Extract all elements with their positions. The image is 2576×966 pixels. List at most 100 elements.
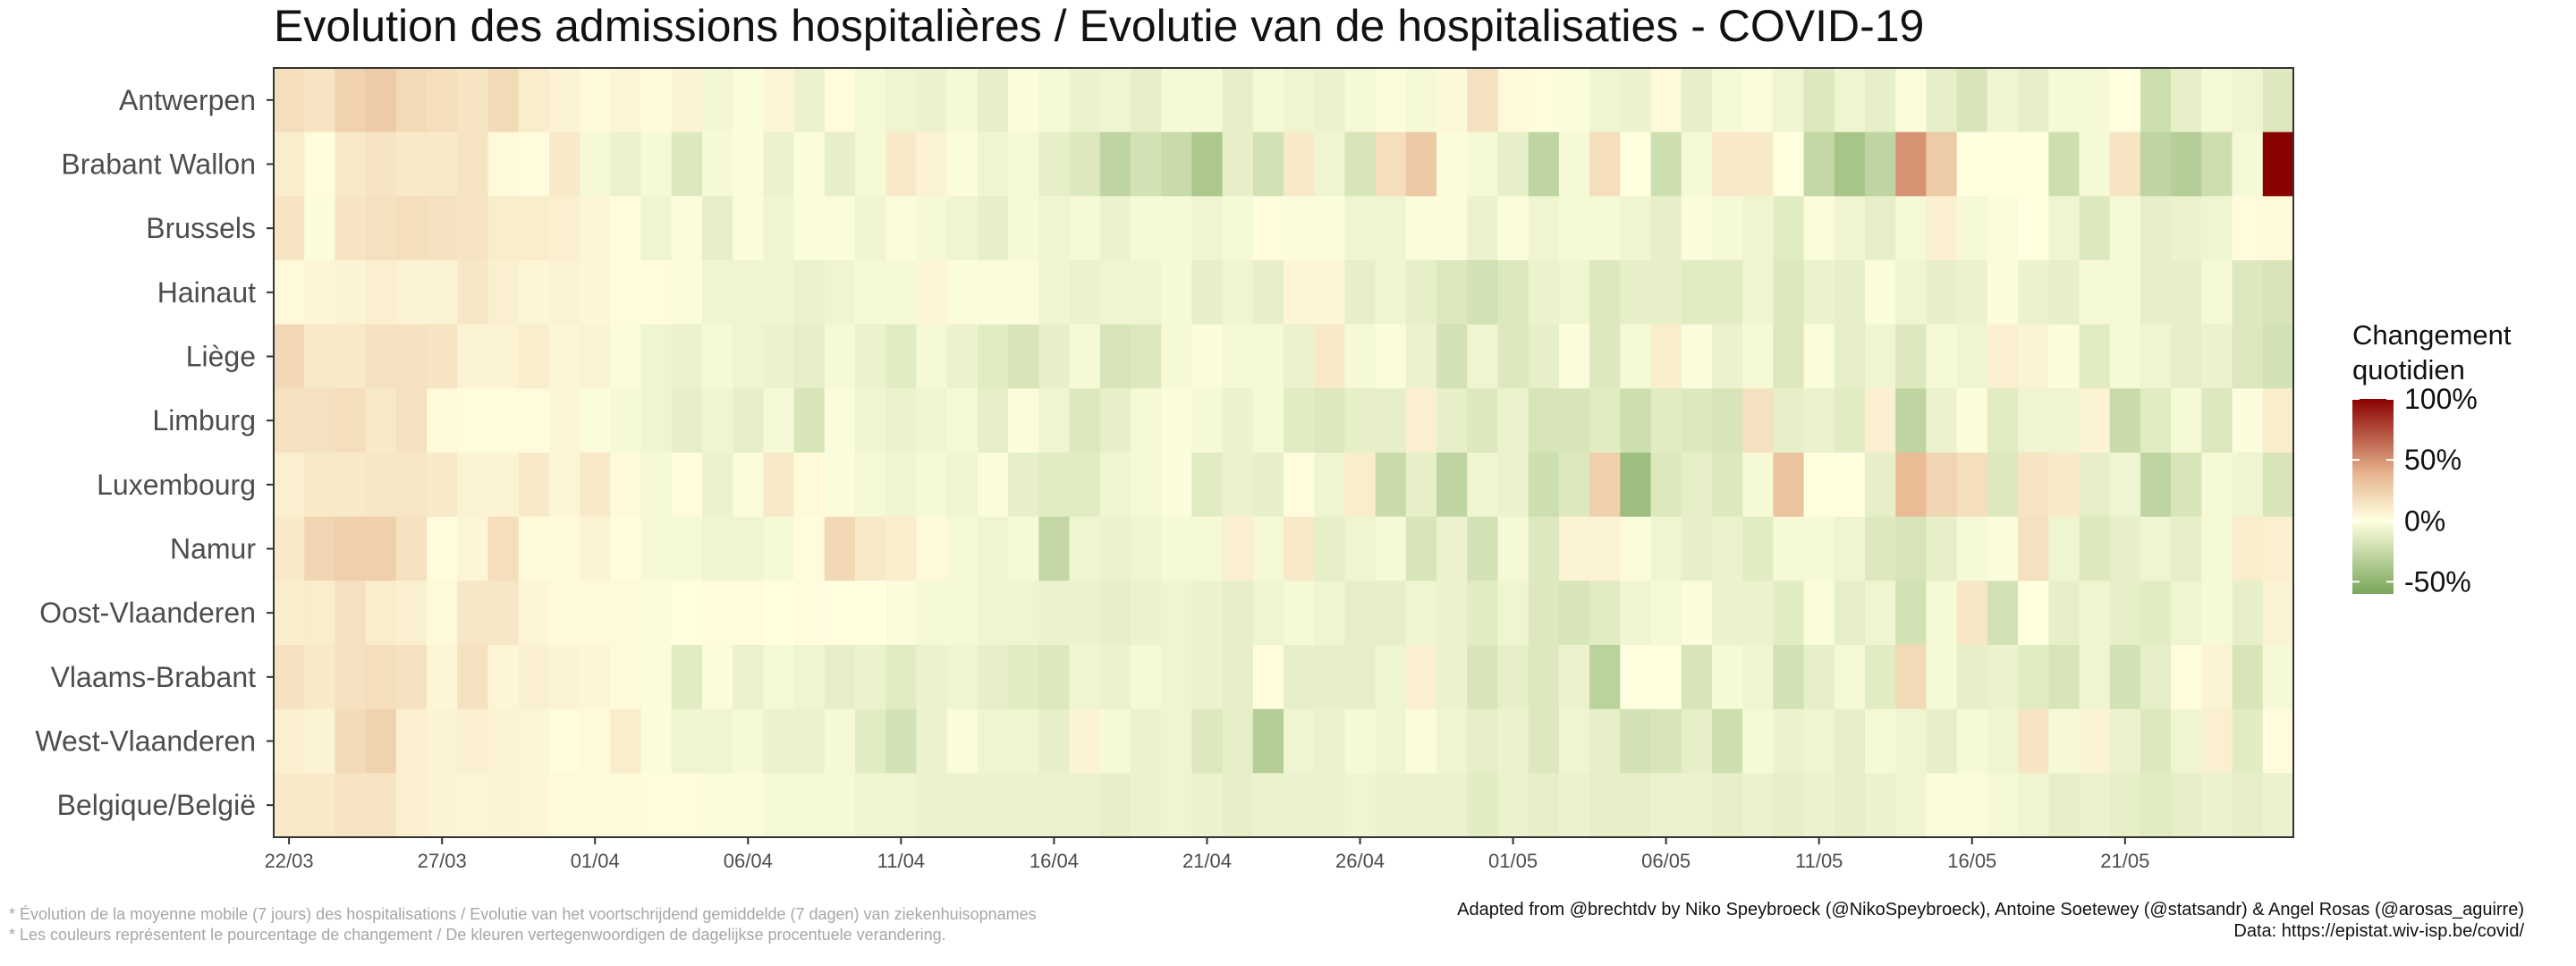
heatmap-cell [701, 388, 733, 453]
heatmap-cell [304, 645, 336, 710]
heatmap-cell [977, 388, 1009, 453]
heatmap-cell [1008, 645, 1039, 710]
heatmap-cell [701, 131, 733, 197]
heatmap-cell [733, 260, 764, 326]
heatmap-cell [1926, 708, 1958, 774]
heatmap-cell [610, 708, 642, 774]
heatmap-cell [1436, 453, 1468, 518]
heatmap-cell [365, 773, 397, 838]
heatmap-cell [1956, 580, 1988, 646]
heatmap-cell [580, 196, 611, 261]
heatmap-cell [1865, 388, 1896, 453]
heatmap-cell [1497, 68, 1530, 133]
heatmap-cell [395, 708, 428, 774]
heatmap-cell [1650, 708, 1682, 774]
heatmap-cell [1467, 516, 1499, 581]
heatmap-cell [1161, 196, 1192, 261]
heatmap-cell [855, 580, 886, 646]
heatmap-cell [640, 388, 673, 453]
heatmap-cell [916, 516, 948, 581]
heatmap-cell [1344, 388, 1377, 453]
heatmap-cell [2232, 453, 2264, 518]
heatmap-cell [1161, 453, 1192, 518]
heatmap-cell [335, 68, 367, 133]
heatmap-cell [1773, 68, 1805, 133]
heatmap-cell [1742, 131, 1774, 197]
heatmap-cell [2262, 388, 2294, 453]
heatmap-cell [2048, 580, 2080, 646]
heatmap-cell [1773, 324, 1805, 389]
heatmap-cell [946, 580, 979, 646]
heatmap-cell [2109, 260, 2141, 326]
heatmap-cell [793, 131, 826, 197]
heatmap-cell [1038, 324, 1071, 389]
legend-title-line-2: quotidien [2352, 354, 2465, 386]
heatmap-cell [1375, 260, 1407, 326]
heatmap-cell [1742, 196, 1774, 261]
heatmap-cell [946, 324, 979, 389]
heatmap-cell [304, 773, 336, 838]
y-tick-label: Brabant Wallon [61, 148, 256, 181]
heatmap-cell [610, 131, 642, 197]
heatmap-cell [1008, 708, 1039, 774]
heatmap-cell [2171, 260, 2202, 326]
heatmap-cell [1681, 453, 1713, 518]
heatmap-cell [1191, 324, 1224, 389]
heatmap-cell [1895, 131, 1928, 197]
heatmap-cell [2079, 131, 2111, 197]
heatmap-cell [916, 324, 948, 389]
heatmap-cell [1099, 388, 1131, 453]
heatmap-cell [916, 645, 948, 710]
heatmap-cell [2201, 773, 2233, 838]
heatmap-cell [1008, 131, 1039, 197]
heatmap-cell [580, 580, 611, 646]
heatmap-cell [1956, 773, 1988, 838]
heatmap-cell [1284, 645, 1315, 710]
heatmap-cell [2018, 260, 2049, 326]
heatmap-cell [1528, 324, 1560, 389]
heatmap-cell [1956, 68, 1988, 133]
heatmap-cell [1803, 260, 1835, 326]
heatmap-cell [274, 68, 305, 133]
heatmap-cell [886, 708, 918, 774]
heatmap-cell [1620, 260, 1652, 326]
heatmap-cell [793, 708, 826, 774]
x-tick-label: 21/05 [2100, 850, 2149, 872]
heatmap-cell [2140, 196, 2172, 261]
heatmap-cell [1742, 324, 1774, 389]
heatmap-cell [1375, 324, 1407, 389]
heatmap-cell [886, 260, 918, 326]
heatmap-cell [824, 773, 856, 838]
heatmap-cell [1620, 580, 1652, 646]
heatmap-cell [395, 773, 428, 838]
heatmap-cell [1558, 196, 1590, 261]
heatmap-cell [518, 580, 550, 646]
heatmap-cell [1038, 131, 1071, 197]
heatmap-cell [1558, 131, 1590, 197]
heatmap-cell [1681, 131, 1713, 197]
heatmap-cell [1008, 260, 1039, 326]
heatmap-cells [274, 68, 2294, 838]
heatmap-cell [2048, 131, 2080, 197]
heatmap-cell [733, 516, 764, 581]
heatmap-cell [763, 68, 795, 133]
heatmap-cell [518, 324, 550, 389]
heatmap-cell [1436, 324, 1468, 389]
heatmap-cell [2262, 131, 2294, 197]
heatmap-cell [457, 708, 489, 774]
heatmap-cell [518, 645, 550, 710]
heatmap-cell [548, 68, 580, 133]
heatmap-cell [2201, 388, 2233, 453]
heatmap-cell [1191, 260, 1224, 326]
heatmap-cell [1099, 453, 1131, 518]
heatmap-cell [1314, 388, 1346, 453]
heatmap-cell [1620, 645, 1652, 710]
heatmap-cell [701, 773, 733, 838]
heatmap-cell [1314, 516, 1346, 581]
heatmap-cell [1222, 516, 1254, 581]
heatmap-cell [1650, 580, 1682, 646]
heatmap-cell [1008, 516, 1039, 581]
x-tick-label: 16/05 [1947, 850, 1996, 872]
heatmap-cell [304, 324, 336, 389]
heatmap-cell [1589, 388, 1621, 453]
